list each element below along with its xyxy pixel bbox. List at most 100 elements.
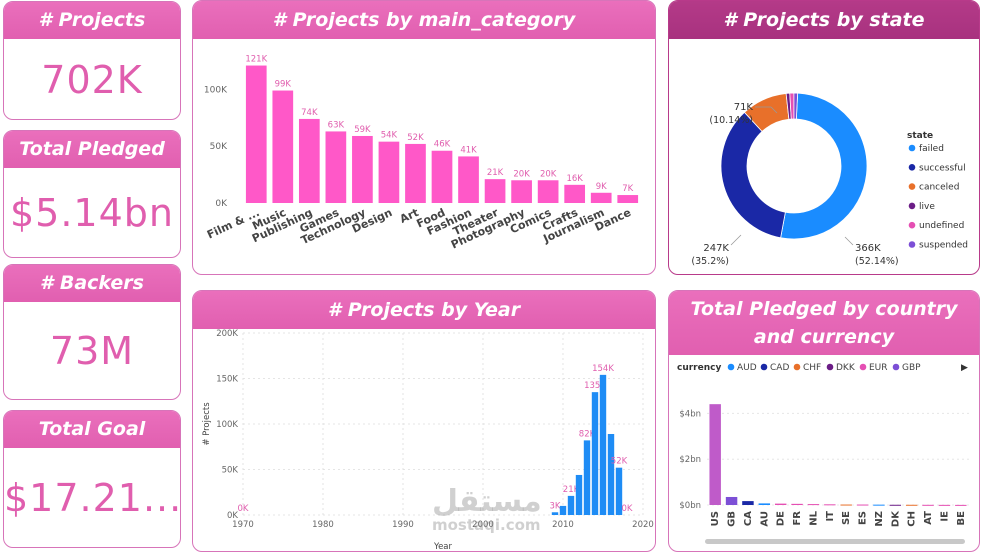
state-legend-swatch xyxy=(908,202,916,210)
country-x-tick: SE xyxy=(841,511,852,525)
country-legend-chf: CHF xyxy=(803,363,821,373)
country-x-tick: NL xyxy=(808,510,819,525)
category-data-label: 9K xyxy=(596,182,607,192)
year-bar xyxy=(599,374,607,515)
category-data-label: 63K xyxy=(328,120,345,130)
year-data-label: 135K xyxy=(584,381,606,391)
category-data-label: 21K xyxy=(487,168,504,178)
country-x-tick: IT xyxy=(825,511,836,522)
country-bar xyxy=(840,504,852,506)
state-legend-swatch xyxy=(908,144,916,152)
country-bar xyxy=(725,496,738,505)
country-x-tick: GB xyxy=(727,511,738,527)
year-chart-title: # Projects by Year xyxy=(193,291,655,329)
category-data-label: 7K xyxy=(622,184,633,194)
state-legend-failed: failed xyxy=(919,144,944,154)
country-x-tick: CA xyxy=(743,511,754,526)
category-y-tick: 100K xyxy=(204,85,228,95)
country-y-tick: $4bn xyxy=(679,409,701,419)
state-leader-failed xyxy=(844,236,854,246)
category-bar xyxy=(378,141,400,203)
category-chart-card: # Projects by main_category 0K 50K 100K 121… xyxy=(192,0,656,275)
country-legend-dkk: DKK xyxy=(836,363,856,373)
country-bar xyxy=(742,501,754,505)
state-label-failed-pct: (52.14%) xyxy=(855,256,899,267)
state-label-successful-pct: (35.2%) xyxy=(691,256,729,267)
country-legend-cad: CAD xyxy=(770,363,789,373)
category-bar xyxy=(458,156,479,203)
state-legend-successful: successful xyxy=(919,163,966,173)
country-bar xyxy=(889,504,902,506)
country-bar xyxy=(873,504,885,506)
year-bar xyxy=(591,392,599,515)
state-leader-canceled-b xyxy=(770,106,778,114)
state-label-canceled-count: 71K xyxy=(734,102,754,113)
state-legend-swatch xyxy=(908,164,916,171)
kpi-backers-title: # Backers xyxy=(4,265,180,302)
year-bar xyxy=(607,434,615,515)
state-slice-failed xyxy=(780,92,868,240)
year-data-label: 82K xyxy=(579,429,596,439)
kpi-backers-card: # Backers 73M xyxy=(3,264,181,400)
category-bar xyxy=(590,192,612,203)
category-bar xyxy=(245,65,267,203)
kpi-projects-value: 702K xyxy=(41,58,143,102)
state-legend-suspended: suspended xyxy=(919,241,968,251)
category-data-label: 20K xyxy=(540,169,557,179)
category-data-label: 59K xyxy=(354,125,371,135)
country-bar-chart: currency AUD CAD CHF DKK EUR GBP ▶ $0bn $2bn $4bn U… xyxy=(677,363,969,544)
country-x-tick: DE xyxy=(776,511,787,526)
kpi-goal-value: $17.21... xyxy=(4,476,181,520)
year-x-tick: 2020 xyxy=(632,520,654,530)
category-data-label: 99K xyxy=(275,80,292,90)
category-bar xyxy=(325,131,347,203)
category-bar xyxy=(352,135,373,203)
country-bar xyxy=(791,503,803,505)
year-y-tick: 150K xyxy=(216,375,238,385)
watermark-latin: mostaqi.com xyxy=(432,516,541,534)
year-bar xyxy=(583,440,591,515)
category-bar xyxy=(272,90,294,203)
country-legend-title: currency xyxy=(677,363,721,373)
state-chart-title: # Projects by state xyxy=(669,1,979,39)
state-slice-suspended xyxy=(793,92,799,120)
category-bar xyxy=(564,184,586,203)
country-legend-more: ▶ xyxy=(961,363,968,373)
state-donut-chart: 366K (52.14%) 247K (35.2%) 71K (10.14%) state f… xyxy=(691,92,968,267)
country-legend-aud: AUD xyxy=(737,363,757,373)
state-legend-swatch xyxy=(908,221,916,229)
country-y-tick: $0bn xyxy=(679,501,701,511)
kpi-pledged-title: Total Pledged xyxy=(4,131,180,168)
year-data-label: 0K xyxy=(238,504,249,514)
category-y-tick: 0K xyxy=(215,199,228,209)
year-x-tick: 2000 xyxy=(472,520,494,530)
category-bar xyxy=(484,179,506,203)
category-data-label: 52K xyxy=(407,133,424,143)
country-bar xyxy=(938,504,951,506)
country-x-tick: FR xyxy=(792,511,803,526)
category-data-label: 46K xyxy=(434,140,451,150)
category-data-label: 16K xyxy=(566,174,583,184)
country-scrollbar[interactable] xyxy=(705,539,965,544)
state-chart-card: # Projects by state 366K (52.14%) 247K (35.… xyxy=(668,0,980,275)
category-chart-title: # Projects by main_category xyxy=(193,1,655,39)
category-data-label: 54K xyxy=(381,131,398,141)
country-x-tick: ES xyxy=(858,511,869,525)
year-y-axis-label: # Projects xyxy=(202,402,212,446)
year-bar xyxy=(615,467,623,515)
country-x-tick: US xyxy=(710,511,721,526)
year-x-axis-label: Year xyxy=(433,542,453,551)
state-label-canceled-pct: (10.14%) xyxy=(709,115,753,126)
state-legend-swatch xyxy=(908,241,916,248)
watermark-arabic: مستقل xyxy=(432,484,542,519)
year-data-label: 154K xyxy=(592,364,614,374)
state-label-failed-count: 366K xyxy=(855,243,881,254)
category-bar xyxy=(617,195,639,203)
country-x-tick: CH xyxy=(907,511,918,527)
year-x-tick: 1970 xyxy=(232,520,254,530)
state-slice-successful xyxy=(720,111,786,239)
category-data-label: 41K xyxy=(460,145,477,155)
state-label-successful-count: 247K xyxy=(703,243,729,254)
country-x-tick: IE xyxy=(939,511,950,522)
category-data-label: 20K xyxy=(513,169,530,179)
